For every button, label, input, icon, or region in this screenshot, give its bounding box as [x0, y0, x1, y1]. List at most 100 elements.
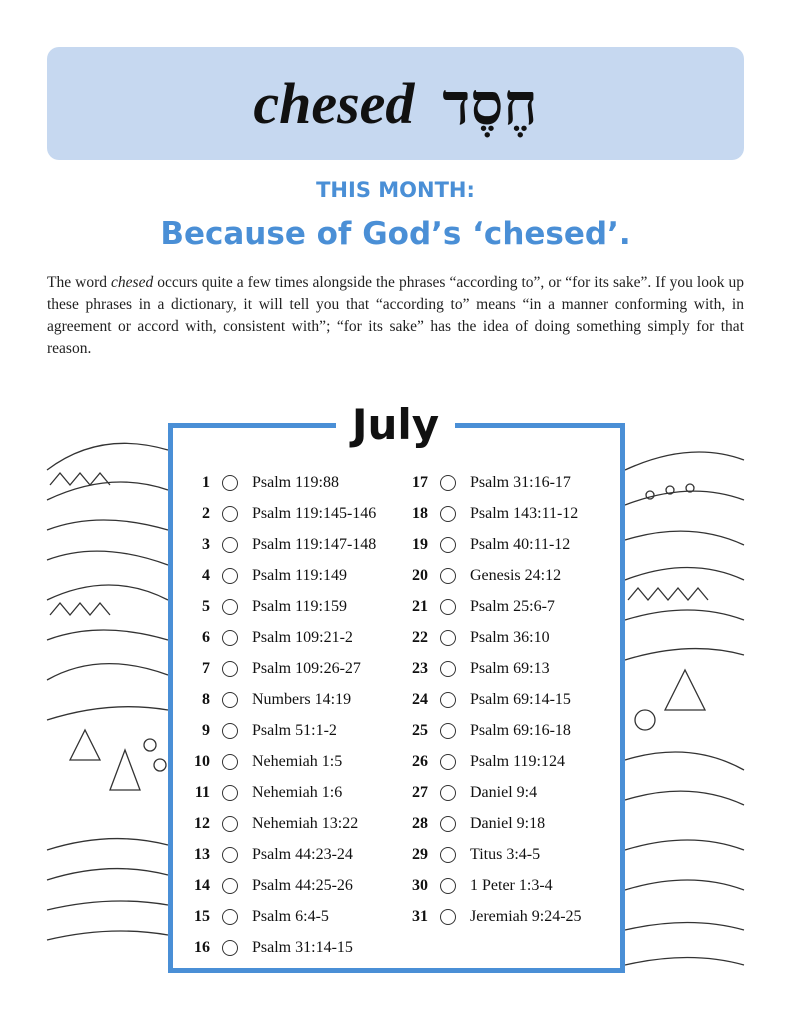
day-number: 29: [412, 846, 428, 863]
emphasis: chesed: [111, 274, 154, 291]
checkbox-circle: [440, 630, 456, 646]
scripture-ref: Psalm 31:14-15: [252, 939, 353, 956]
paragraph: The word chesed occurs quite a few times…: [47, 272, 744, 360]
day-number: 6: [202, 629, 210, 646]
doodle-right: [624, 451, 745, 966]
day-number: 19: [412, 536, 428, 553]
checkbox-circle: [222, 568, 238, 584]
scripture-ref: Psalm 119:149: [252, 567, 347, 584]
scripture-ref: Psalm 69:14-15: [470, 691, 571, 708]
day-number: 30: [412, 877, 428, 894]
kicker: THIS MONTH:: [316, 178, 475, 202]
reading-row: 14 Psalm 44:25-26: [182, 874, 353, 898]
day-number: 12: [194, 815, 210, 832]
month-heading: July: [0, 400, 791, 449]
scripture-ref: Psalm 25:6-7: [470, 598, 555, 615]
reading-box: [168, 423, 625, 973]
day-number: 2: [202, 505, 210, 522]
day-number: 3: [202, 536, 210, 553]
day-number: 5: [202, 598, 210, 615]
checkbox-circle: [222, 785, 238, 801]
scripture-ref: 1 Peter 1:3-4: [470, 877, 553, 894]
checkbox-circle: [440, 785, 456, 801]
checkbox-circle: [440, 568, 456, 584]
scripture-ref: Psalm 119:88: [252, 474, 339, 491]
day-number: 8: [202, 691, 210, 708]
day-number: 13: [194, 846, 210, 863]
reading-row: 19 Psalm 40:11-12: [400, 533, 570, 557]
day-number: 24: [412, 691, 428, 708]
scripture-ref: Genesis 24:12: [470, 567, 562, 584]
day-number: 1: [202, 474, 210, 491]
checkbox-circle: [440, 723, 456, 739]
checkbox-circle: [440, 909, 456, 925]
day-number: 4: [202, 567, 210, 584]
scripture-ref: Psalm 44:23-24: [252, 846, 353, 863]
scripture-ref: Nehemiah 1:6: [252, 784, 343, 801]
reading-row: 7 Psalm 109:26-27: [182, 657, 361, 681]
reading-row: 2 Psalm 119:145-146: [182, 502, 376, 526]
scripture-ref: Psalm 119:159: [252, 598, 347, 615]
day-number: 20: [412, 567, 428, 584]
scripture-ref: Psalm 31:16-17: [470, 474, 571, 491]
day-number: 26: [412, 753, 428, 770]
checkbox-circle: [222, 847, 238, 863]
checkbox-circle: [440, 599, 456, 615]
scripture-ref: Daniel 9:18: [470, 815, 546, 832]
reading-row: 13 Psalm 44:23-24: [182, 843, 353, 867]
reading-row: 30 1 Peter 1:3-4: [400, 874, 553, 898]
reading-row: 6 Psalm 109:21-2: [182, 626, 353, 650]
checkbox-circle: [222, 475, 238, 491]
reading-row: 26 Psalm 119:124: [400, 750, 565, 774]
header: chesed חֶסֶד: [47, 47, 744, 160]
reading-row: 18 Psalm 143:11-12: [400, 502, 578, 526]
checkbox-circle: [222, 537, 238, 553]
day-number: 15: [194, 908, 210, 925]
checkbox-circle: [440, 475, 456, 491]
checkbox-circle: [440, 692, 456, 708]
reading-row: 28 Daniel 9:18: [400, 812, 545, 836]
reading-row: 9 Psalm 51:1-2: [182, 719, 337, 743]
title: chesed: [253, 71, 415, 136]
scripture-ref: Psalm 69:13: [470, 660, 550, 677]
checkbox-circle: [222, 692, 238, 708]
checkbox-circle: [222, 940, 238, 956]
day-number: 17: [412, 474, 428, 491]
checkbox-circle: [222, 661, 238, 677]
reading-row: 22 Psalm 36:10: [400, 626, 550, 650]
day-number: 18: [412, 505, 428, 522]
scripture-ref: Numbers 14:19: [252, 691, 352, 708]
reading-row: 23 Psalm 69:13: [400, 657, 550, 681]
scripture-ref: Psalm 44:25-26: [252, 877, 353, 894]
reading-row: 5 Psalm 119:159: [182, 595, 347, 619]
day-number: 14: [194, 877, 210, 894]
reading-row: 8 Numbers 14:19: [182, 688, 351, 712]
day-number: 23: [412, 660, 428, 677]
day-number: 7: [202, 660, 210, 677]
day-number: 28: [412, 815, 428, 832]
checkbox-circle: [440, 537, 456, 553]
reading-row: 16 Psalm 31:14-15: [182, 936, 353, 960]
checkbox-circle: [440, 878, 456, 894]
scripture-ref: Psalm 119:124: [470, 753, 565, 770]
subtitle: Because of God’s ‘chesed’.: [160, 216, 631, 252]
reading-row: 29 Titus 3:4-5: [400, 843, 540, 867]
reading-row: 21 Psalm 25:6-7: [400, 595, 555, 619]
checkbox-circle: [440, 847, 456, 863]
scripture-ref: Psalm 51:1-2: [252, 722, 337, 739]
reading-row: 25 Psalm 69:16-18: [400, 719, 571, 743]
reading-row: 31 Jeremiah 9:24-25: [400, 905, 582, 929]
scripture-ref: Jeremiah 9:24-25: [470, 908, 582, 925]
reading-row: 17 Psalm 31:16-17: [400, 471, 571, 495]
doodle-left: [46, 442, 169, 941]
checkbox-circle: [440, 816, 456, 832]
reading-row: 11 Nehemiah 1:6: [182, 781, 342, 805]
day-number: 27: [412, 784, 428, 801]
scripture-ref: Psalm 6:4-5: [252, 908, 329, 925]
reading-row: 24 Psalm 69:14-15: [400, 688, 571, 712]
checkbox-circle: [222, 909, 238, 925]
scripture-ref: Psalm 36:10: [470, 629, 550, 646]
scripture-ref: Psalm 143:11-12: [470, 505, 579, 522]
day-number: 21: [412, 598, 428, 615]
